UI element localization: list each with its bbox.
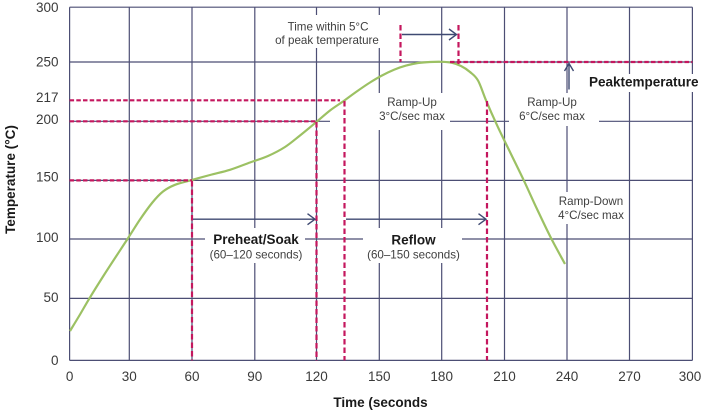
svg-text:210: 210: [493, 369, 516, 384]
svg-text:Reflow: Reflow: [391, 233, 436, 248]
svg-text:217: 217: [36, 90, 59, 105]
svg-text:Time (seconds: Time (seconds: [333, 395, 427, 410]
svg-text:6°C/sec max: 6°C/sec max: [519, 110, 585, 123]
svg-text:(60–120 seconds): (60–120 seconds): [210, 249, 303, 262]
svg-text:60: 60: [184, 369, 199, 384]
svg-text:Ramp-Down: Ramp-Down: [559, 195, 623, 208]
svg-text:4°C/sec max: 4°C/sec max: [558, 209, 624, 222]
svg-text:0: 0: [66, 369, 74, 384]
svg-text:300: 300: [36, 0, 59, 15]
svg-text:270: 270: [618, 369, 641, 384]
svg-text:Temperature (°C): Temperature (°C): [3, 125, 18, 234]
svg-text:3°C/sec max: 3°C/sec max: [379, 110, 445, 123]
svg-text:0: 0: [51, 353, 59, 368]
svg-text:50: 50: [43, 290, 58, 305]
svg-text:300: 300: [679, 369, 702, 384]
svg-text:90: 90: [247, 369, 262, 384]
svg-text:200: 200: [36, 112, 59, 127]
svg-text:Peaktemperature: Peaktemperature: [589, 75, 699, 90]
svg-text:150: 150: [368, 369, 391, 384]
svg-text:250: 250: [36, 55, 59, 70]
svg-text:100: 100: [36, 230, 59, 245]
svg-text:120: 120: [305, 369, 328, 384]
svg-text:Ramp-Up: Ramp-Up: [527, 96, 577, 109]
svg-text:Time within 5°C: Time within 5°C: [288, 21, 369, 34]
svg-text:150: 150: [36, 170, 59, 185]
svg-text:Preheat/Soak: Preheat/Soak: [213, 232, 299, 247]
svg-text:30: 30: [122, 369, 137, 384]
svg-text:180: 180: [430, 369, 453, 384]
svg-text:Ramp-Up: Ramp-Up: [387, 96, 437, 109]
svg-text:of peak temperature: of peak temperature: [275, 34, 379, 47]
svg-text:240: 240: [556, 369, 579, 384]
svg-text:(60–150 seconds): (60–150 seconds): [367, 249, 460, 262]
